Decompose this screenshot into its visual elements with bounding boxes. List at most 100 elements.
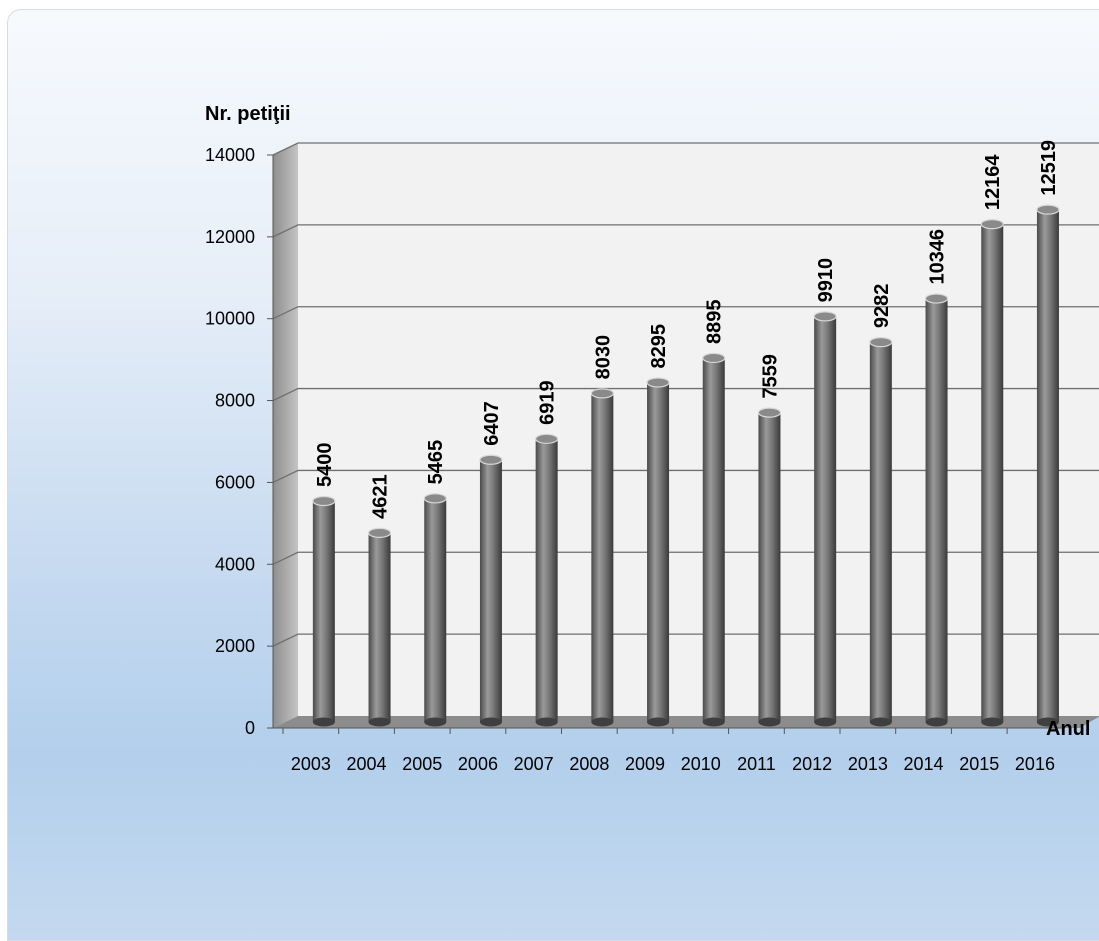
x-axis-title: Anul: [1046, 718, 1090, 740]
bar-body: [869, 342, 892, 722]
bar-body: [702, 357, 725, 722]
bar-2008: [590, 388, 614, 727]
bar-top: [312, 495, 336, 507]
data-label: 8295: [648, 324, 670, 369]
y-axis-title: Nr. petiţii: [205, 103, 291, 125]
y-tick-label: 14000: [205, 145, 255, 165]
bar-2005: [423, 493, 447, 727]
x-tick-label: 2009: [625, 754, 665, 774]
data-label: 8895: [704, 299, 726, 344]
bar-base: [647, 717, 670, 727]
bar-base: [814, 717, 837, 727]
data-label: 6919: [537, 380, 559, 425]
bar-2004: [367, 527, 392, 727]
bar-top: [813, 311, 837, 322]
bar-top: [869, 337, 893, 348]
x-tick-label: 2006: [458, 754, 498, 774]
data-label: 5400: [314, 442, 336, 487]
bar-body: [1036, 209, 1059, 722]
bar-base: [981, 717, 1004, 727]
x-tick-label: 2008: [569, 754, 609, 774]
bar-body: [814, 316, 837, 722]
data-label: 9910: [815, 258, 837, 303]
bar-body: [591, 393, 614, 722]
data-label: 10346: [927, 229, 949, 285]
floor: [273, 716, 1099, 728]
bar-2003: [312, 495, 336, 727]
y-tick-label: 6000: [215, 472, 255, 492]
bar-base: [368, 717, 391, 727]
x-tick-label: 2016: [1015, 754, 1055, 774]
data-label: 12164: [982, 154, 1004, 210]
bar-top: [980, 219, 1004, 230]
bar-body: [368, 532, 391, 722]
gridline: [272, 224, 1099, 238]
x-tick-label: 2015: [959, 754, 999, 774]
y-tick-label: 4000: [215, 554, 255, 574]
x-tick-label: 2012: [792, 754, 832, 774]
y-tick-label: 10000: [205, 309, 255, 329]
plot-area: [273, 143, 1099, 728]
gridline: [272, 142, 1099, 156]
bar-base: [702, 717, 725, 727]
bar-chart: 0 2000 4000 6000 8000 10000 12000 14000 2003 200…: [205, 103, 1099, 774]
data-label: 7559: [759, 354, 781, 399]
bar-top: [702, 352, 726, 364]
chart-panel: 0 2000 4000 6000 8000 10000 12000 14000 2003 200…: [7, 9, 1099, 941]
x-tick-label: 2005: [402, 754, 442, 774]
bar-base: [312, 717, 335, 727]
bar-body: [312, 500, 335, 722]
data-label: 8030: [592, 335, 614, 380]
bar-base: [925, 717, 948, 727]
bar-body: [758, 412, 781, 722]
bar-2009: [646, 377, 670, 727]
bar-top: [1036, 204, 1060, 215]
bar-2006: [479, 454, 503, 727]
data-label: 9282: [871, 284, 893, 329]
bar-top: [423, 493, 447, 504]
y-tick-label: 8000: [215, 391, 255, 411]
bar-body: [479, 459, 502, 722]
data-label: 4621: [370, 474, 392, 519]
bar-2010: [702, 352, 726, 727]
gridline: [272, 306, 1099, 320]
data-label: 12519: [1038, 140, 1060, 196]
bar-base: [535, 717, 558, 727]
side-wall: [273, 143, 298, 728]
bar-base: [479, 717, 502, 727]
bar-base: [1036, 717, 1059, 727]
back-wall: [298, 143, 1099, 716]
y-axis: 0 2000 4000 6000 8000 10000 12000 14000: [205, 145, 274, 738]
data-label: 6407: [481, 401, 503, 446]
data-label: 5465: [425, 440, 447, 485]
bar-body: [647, 382, 670, 722]
x-tick-label: 2010: [681, 754, 721, 774]
bar-body: [981, 224, 1004, 723]
x-axis: 2003 2004 2005 2006 2007 2008 2009 2010 2011 2012…: [273, 727, 1063, 774]
bar-top: [757, 407, 782, 418]
x-tick-label: 2013: [848, 754, 888, 774]
y-tick-label: 12000: [205, 227, 255, 247]
y-tick-label: 0: [245, 718, 255, 738]
bar-2016: [1036, 204, 1060, 727]
x-tick-label: 2003: [291, 754, 331, 774]
bar-top: [479, 454, 503, 465]
bar-top: [924, 293, 949, 304]
bar-2013: [869, 337, 893, 727]
bar-top: [367, 527, 392, 538]
bar-2007: [535, 433, 559, 727]
x-tick-label: 2004: [347, 754, 387, 774]
bar-2012: [813, 311, 837, 727]
bar-body: [925, 298, 948, 722]
bar-top: [590, 388, 614, 399]
bar-2011: [757, 407, 782, 727]
data-labels: 5400 4621 5465 6407 6919 8030 8295 8895 7559 9910…: [314, 140, 1060, 519]
y-tick-label: 2000: [215, 636, 255, 656]
bar-body: [424, 498, 447, 722]
x-tick-label: 2014: [904, 754, 944, 774]
x-tick-label: 2007: [514, 754, 554, 774]
bar-base: [424, 717, 447, 727]
bar-2014: [924, 293, 949, 727]
bar-top: [646, 377, 670, 388]
bar-top: [535, 433, 559, 444]
